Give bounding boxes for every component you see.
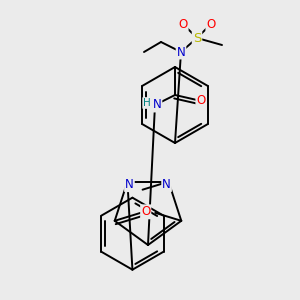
Text: O: O — [196, 94, 206, 106]
Text: O: O — [206, 17, 216, 31]
Text: N: N — [162, 178, 171, 191]
Text: H: H — [143, 98, 151, 108]
Text: O: O — [141, 205, 150, 218]
Text: S: S — [193, 32, 201, 44]
Text: O: O — [178, 17, 188, 31]
Text: N: N — [125, 178, 134, 191]
Text: N: N — [153, 98, 161, 112]
Text: N: N — [177, 46, 185, 59]
